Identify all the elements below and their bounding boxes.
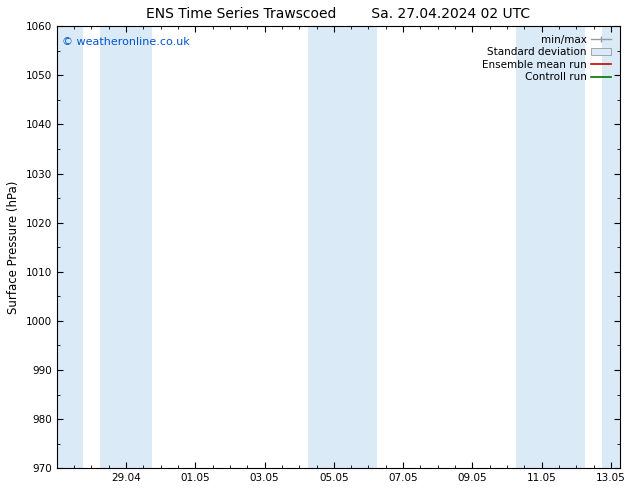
Bar: [56, 26, 82, 468]
Bar: [100, 26, 152, 468]
Title: ENS Time Series Trawscoed        Sa. 27.04.2024 02 UTC: ENS Time Series Trawscoed Sa. 27.04.2024…: [146, 7, 530, 21]
Bar: [602, 26, 620, 468]
Y-axis label: Surface Pressure (hPa): Surface Pressure (hPa): [7, 180, 20, 314]
Text: © weatheronline.co.uk: © weatheronline.co.uk: [62, 37, 190, 48]
Legend: min/max, Standard deviation, Ensemble mean run, Controll run: min/max, Standard deviation, Ensemble me…: [479, 31, 614, 86]
Bar: [516, 26, 585, 468]
Bar: [308, 26, 377, 468]
